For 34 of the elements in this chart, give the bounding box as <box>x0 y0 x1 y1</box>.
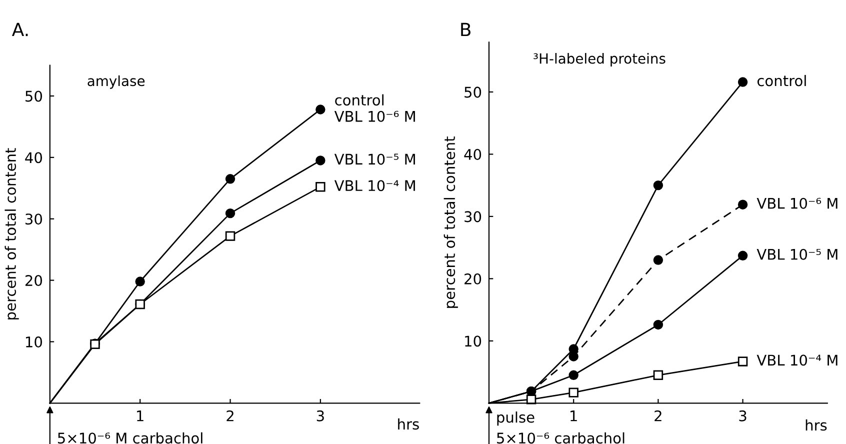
series-label: VBL 10⁻⁶ M <box>756 198 838 209</box>
x-tick-label: 2 <box>654 410 662 422</box>
chart-title: A. <box>12 22 28 36</box>
y-tick-label: 40 <box>464 148 482 160</box>
series-label: control VBL 10⁻⁶ M <box>334 94 415 122</box>
y-tick-label: 20 <box>464 273 482 284</box>
y-tick-label: 10 <box>26 336 42 348</box>
y-tick-label: 20 <box>25 275 42 286</box>
x-tick-label: 2 <box>226 410 234 422</box>
y-tick-label: 30 <box>464 211 482 222</box>
text: pulse <box>497 411 534 426</box>
y-tick-label: 50 <box>26 90 42 102</box>
series-label: VBL 10⁻⁵ M <box>334 154 415 165</box>
y-tick-label: 10 <box>465 336 482 347</box>
series-label: control <box>757 74 806 86</box>
text: ³H-labeled proteins <box>534 53 666 66</box>
x-axis-title: hrs <box>398 418 419 430</box>
y-axis-title: percent of total content <box>444 136 458 308</box>
series-label: VBL 10⁻⁴ M <box>334 180 415 192</box>
x-tick-label: 3 <box>739 410 746 422</box>
y-tick-label: 30 <box>26 214 42 225</box>
y-tick-label: 40 <box>25 152 42 164</box>
x-tick-label: 1 <box>137 410 144 422</box>
series-label: VBL 10⁻⁵ M <box>756 248 838 260</box>
y-axis-title: percent of total content <box>4 148 19 320</box>
x-tick-label: 3 <box>316 410 324 422</box>
series-label: VBL 10⁻⁴ M <box>756 354 838 366</box>
chart-title: B <box>461 22 470 36</box>
text: amylase <box>88 75 145 89</box>
text: 5×10⁻⁶ carbachol <box>497 432 624 444</box>
x-axis-title: hrs <box>806 419 827 431</box>
y-tick-label: 50 <box>464 86 482 98</box>
text: 5×10⁻⁶ M carbachol <box>58 432 202 444</box>
x-tick-label: 1 <box>570 410 577 422</box>
